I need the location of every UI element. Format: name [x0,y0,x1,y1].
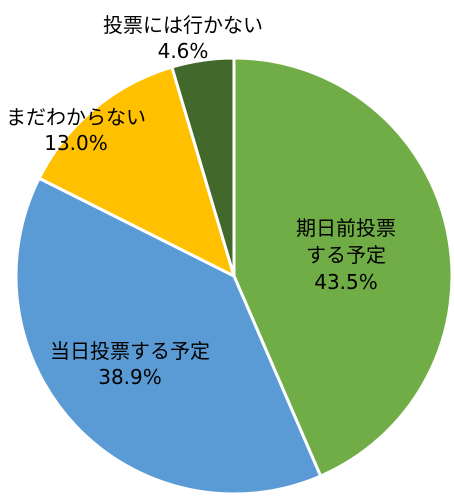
slices-layer [14,56,454,496]
slice-name-4-line-1: 投票には行かない [103,13,263,37]
slice-name-1-line-2: する予定 [306,243,386,267]
slice-name-2-line-1: 当日投票する予定 [50,339,210,363]
slice-value-2: 38.9% [98,365,162,389]
slice-value-3: 13.0% [44,131,108,155]
slice-value-4: 4.6% [158,39,209,63]
pie-slice-4 [170,56,236,277]
pie-slice-2 [14,176,323,496]
slice-name-1-line-1: 期日前投票 [296,216,396,240]
pie-slice-3 [37,65,237,279]
pie-slice-1 [232,56,454,479]
slice-value-1: 43.5% [314,270,378,294]
slice-name-3-line-1: まだわからない [6,105,146,129]
